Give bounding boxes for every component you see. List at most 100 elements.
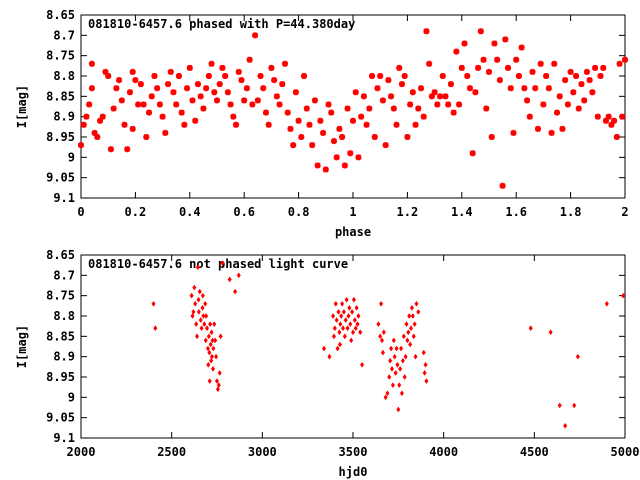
data-point [385,77,392,84]
data-point [317,117,324,124]
data-point [222,73,229,79]
data-point [203,85,210,92]
y-tick-label: 8.95 [46,370,75,384]
data-point [340,300,345,307]
data-point [346,313,351,319]
x-axis-ticks: 2000 2500 3000 3500 4000 4500 5000 [67,255,639,459]
data-point [238,77,245,84]
data-point [118,97,125,104]
data-point [327,353,332,360]
data-point [420,113,427,120]
data-point [437,93,444,100]
data-point [445,101,452,108]
y-tick-label: 8.9 [53,350,75,364]
x-tick-label: 0 [77,205,84,219]
data-point [352,89,359,96]
data-point [575,105,582,112]
data-point [379,337,385,344]
data-point [526,113,533,120]
data-point [105,73,112,79]
data-point [210,365,216,372]
data-point [594,113,601,120]
y-tick-label: 8.85 [46,329,75,343]
data-point [249,101,256,108]
data-point [383,394,388,401]
data-point [143,134,150,140]
data-point [422,369,427,376]
data-point [502,36,509,43]
data-point [391,337,396,344]
data-point [314,162,321,169]
data-point [621,292,626,299]
chart-title: 081810-6457.6 not phased light curve [88,257,348,271]
data-point [405,337,410,344]
data-point [515,73,522,79]
data-point [570,89,577,96]
data-point [551,60,558,67]
data-point [339,313,344,319]
y-tick-label: 9.1 [53,191,75,205]
data-point [583,68,590,75]
data-point [252,32,259,39]
data-point [360,361,365,368]
y-tick-label: 8.7 [53,268,75,282]
data-point [325,101,332,108]
data-point [341,308,346,315]
data-point [107,146,114,153]
data-point [401,333,406,340]
data-points [151,260,626,429]
data-point [350,329,356,336]
data-point [262,109,269,116]
data-point [216,382,221,389]
x-axis-ticks: 0 0.2 0.4 0.6 0.8 1 1.2 1.4 1.6 1.8 2 [77,15,629,219]
data-point [352,317,357,324]
data-point [545,85,552,92]
data-point [341,162,348,169]
data-point [398,365,403,372]
data-point [198,317,203,324]
data-point [175,73,182,79]
data-point [390,105,397,112]
data-point [562,77,569,84]
unphased-light-curve-panel: 081810-6457.6 not phased light curve hjd… [15,248,639,479]
x-tick-label: 0.6 [233,205,255,219]
data-point [358,113,365,120]
data-point [499,182,506,189]
data-point [233,288,238,295]
data-point [611,117,618,124]
data-point [230,113,237,120]
data-point [337,341,342,348]
data-point [605,113,612,120]
data-point [398,81,405,88]
data-point [390,382,395,389]
y-tick-label: 8.65 [46,8,75,22]
data-point [181,121,188,128]
data-point [170,89,177,96]
data-point [204,313,209,319]
data-point [380,349,385,356]
data-point [510,129,517,136]
data-point [205,345,210,352]
data-point [197,93,204,100]
data-point [369,73,376,79]
data-point [298,134,305,140]
data-point [586,77,593,84]
x-tick-label: 3000 [248,445,277,459]
data-point [348,321,353,328]
data-point [597,73,604,79]
data-point [113,85,120,92]
data-point [543,73,550,79]
data-point [344,105,351,112]
data-point [404,321,409,328]
y-tick-label: 9 [68,390,75,404]
x-tick-label: 2 [621,205,628,219]
data-point [398,345,404,352]
data-point [196,308,201,315]
data-point [216,81,223,88]
data-point [321,345,327,352]
data-point [461,40,468,47]
data-point [159,113,166,120]
data-point [337,329,342,336]
data-point [434,101,441,108]
data-point [521,85,528,92]
